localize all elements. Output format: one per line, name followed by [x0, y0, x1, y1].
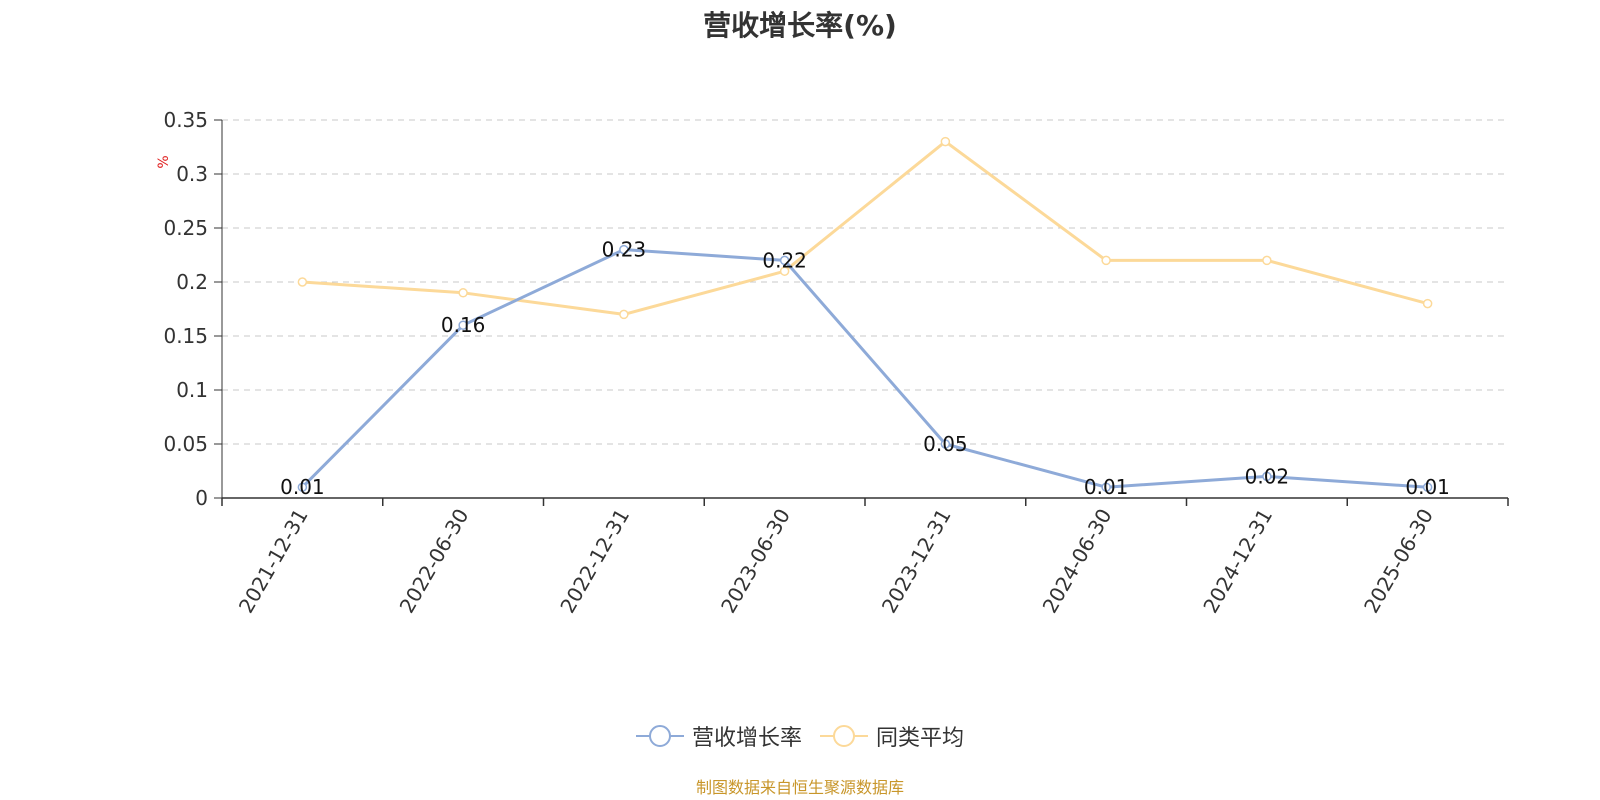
x-tick-label: 2022-06-30	[395, 505, 474, 618]
legend-label-peer-average: 同类平均	[876, 726, 965, 751]
series-line	[301, 248, 1428, 489]
y-tick-label: 0.3	[176, 162, 208, 186]
x-tick-label: 2023-06-30	[716, 505, 795, 618]
data-point[interactable]	[1262, 471, 1272, 482]
data-point[interactable]	[619, 309, 629, 320]
legend-label-revenue-growth: 营收增长率	[691, 726, 802, 751]
x-tick-label: 2025-06-30	[1359, 505, 1438, 618]
data-label: 0.01	[1405, 475, 1450, 499]
data-label: 0.05	[923, 432, 968, 456]
data-point[interactable]	[1422, 298, 1433, 309]
chart-title: 营收增长率(%)	[703, 9, 897, 42]
data-point[interactable]	[779, 255, 790, 266]
y-tick-label: 0.25	[163, 216, 208, 240]
data-point[interactable]	[297, 277, 308, 287]
x-tick-label: 2023-12-31	[877, 505, 956, 618]
legend-marker-revenue-growth-icon	[635, 725, 684, 747]
data-label: 0.02	[1245, 464, 1290, 488]
data-point[interactable]	[940, 136, 951, 147]
data-labels: 0.01 0.16 0.23 0.22 0.05 0.01 0.02 0.01	[280, 238, 1450, 500]
x-tick-label: 2022-12-31	[555, 505, 634, 618]
y-tick-label: 0.05	[163, 432, 208, 456]
data-point[interactable]	[1262, 255, 1272, 266]
y-axis-label: %	[156, 155, 172, 168]
data-label: 0.22	[762, 248, 807, 272]
series-line	[302, 140, 1429, 316]
data-point[interactable]	[1101, 482, 1111, 492]
data-point[interactable]	[1422, 482, 1433, 492]
data-label: 0.23	[602, 238, 647, 262]
x-tick-label: 2021-12-31	[234, 505, 313, 618]
line-chart: 0 0.05 0.1 0.15 0.2 0.25 0.3 0.35% 2021-12-31 202…	[156, 108, 1509, 618]
data-point[interactable]	[458, 320, 468, 330]
legend: 营收增长率 同类平均	[0, 720, 1600, 752]
y-tick-label: 0.2	[176, 270, 208, 294]
legend-marker-peer-average-icon	[820, 725, 868, 747]
data-point[interactable]	[297, 482, 308, 492]
data-point[interactable]	[779, 266, 790, 276]
x-tick-label: 2024-12-31	[1198, 505, 1277, 618]
data-label: 0.01	[1084, 475, 1129, 499]
y-tick-label: 0.1	[176, 378, 208, 402]
data-point[interactable]	[940, 439, 951, 449]
y-tick-label: 0	[195, 486, 208, 510]
grid-lines	[222, 119, 1508, 445]
axes: 0 0.05 0.1 0.15 0.2 0.25 0.3 0.35% 2021-12-31 202…	[156, 108, 1509, 618]
source-footer: 制图数据来自恒生聚源数据库	[695, 778, 904, 797]
data-point[interactable]	[458, 288, 468, 298]
data-label: 0.01	[280, 475, 325, 499]
data-point[interactable]	[1101, 255, 1111, 266]
legend-item-revenue-growth[interactable]: 营收增长率	[635, 720, 802, 752]
x-tick-label: 2024-06-30	[1038, 505, 1117, 618]
data-point[interactable]	[619, 244, 629, 255]
legend-item-peer-average[interactable]: 同类平均	[820, 720, 964, 752]
data-label: 0.16	[441, 313, 486, 337]
series-lines	[297, 136, 1433, 492]
y-tick-label: 0.35	[163, 108, 208, 132]
y-tick-label: 0.15	[163, 324, 208, 348]
